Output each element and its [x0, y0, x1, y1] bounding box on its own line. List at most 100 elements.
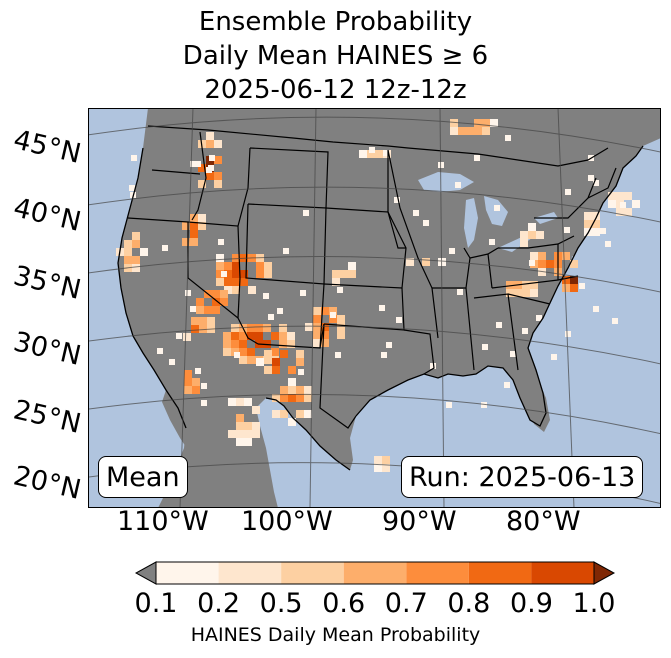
probability-cell	[279, 332, 287, 340]
probability-cell	[198, 222, 206, 230]
probability-cell	[298, 369, 304, 375]
probability-cell	[256, 358, 264, 366]
colorbar-bin	[156, 562, 219, 584]
probability-cell	[296, 386, 304, 394]
colorbar-bin	[281, 562, 344, 584]
probability-map	[88, 108, 661, 508]
probability-cell	[124, 248, 132, 256]
coastlines	[117, 145, 644, 471]
probability-cell	[321, 331, 329, 339]
probability-cell	[207, 317, 215, 325]
probability-cell	[450, 127, 458, 135]
probability-cell	[239, 340, 247, 348]
probability-cell	[608, 200, 616, 208]
probability-cell	[214, 172, 222, 180]
probability-cell	[288, 394, 296, 402]
probability-cell	[131, 155, 137, 161]
title-line-2: Daily Mean HAINES ≥ 6	[182, 41, 489, 71]
baja-peninsula	[162, 390, 210, 470]
probability-cell	[280, 410, 288, 418]
probability-cell	[195, 368, 201, 374]
probability-cell	[124, 240, 132, 248]
probability-cell	[321, 307, 329, 315]
probability-cell	[562, 276, 570, 284]
probability-cell	[199, 317, 207, 325]
probability-cell	[474, 155, 480, 161]
colorbar-tick-label: 0.2	[197, 588, 241, 619]
probability-cell	[335, 352, 341, 358]
probability-cell	[608, 192, 616, 200]
probability-cell	[348, 270, 356, 278]
probability-cell	[247, 324, 255, 332]
probability-cell	[394, 197, 400, 203]
probability-cell	[279, 340, 287, 348]
probability-cell	[283, 248, 289, 254]
probability-cell	[520, 231, 528, 239]
lat-label-25n: 25°N	[10, 394, 84, 440]
probability-cell	[374, 464, 382, 472]
probability-cell	[329, 307, 337, 315]
probability-cell	[313, 315, 321, 323]
colorbar-tick-label: 0.5	[259, 588, 303, 619]
probability-cell	[332, 278, 340, 286]
probability-cell	[570, 260, 578, 268]
probability-cell	[190, 230, 198, 238]
probability-cell	[263, 356, 271, 364]
probability-cell	[288, 366, 296, 374]
probability-cell	[332, 270, 340, 278]
colorbar-bin	[531, 562, 594, 584]
probability-cell	[223, 340, 231, 348]
probability-cell	[256, 262, 264, 270]
probability-cell	[375, 150, 383, 158]
probability-cell	[184, 378, 192, 386]
probability-cell	[212, 306, 220, 314]
probability-cell	[277, 308, 283, 314]
run-date-tag: Run: 2025-06-13	[401, 456, 644, 498]
probability-cell	[140, 248, 148, 256]
colorbar-bin	[218, 562, 282, 584]
colorbar-bin	[468, 562, 532, 584]
probability-cell	[369, 147, 375, 153]
probability-cell	[214, 180, 222, 188]
probability-cell	[490, 119, 498, 127]
probability-cell	[624, 192, 632, 200]
probability-cell	[620, 202, 626, 208]
probability-cell	[458, 127, 466, 135]
probability-cell	[231, 340, 239, 348]
probability-cell	[183, 333, 191, 341]
probability-cell	[466, 127, 474, 135]
lon-label-110w: 110°W	[117, 506, 209, 537]
probability-cell	[255, 332, 263, 340]
probability-cell	[271, 348, 279, 356]
colorbar-tick-label: 0.8	[447, 588, 491, 619]
probability-cell	[129, 185, 135, 191]
probability-cell	[184, 386, 192, 394]
probability-cell	[214, 140, 222, 148]
probability-cell	[252, 406, 260, 414]
probability-cell	[564, 227, 570, 233]
probability-cell	[522, 328, 528, 334]
probability-cell	[209, 155, 215, 161]
probability-cell	[244, 430, 252, 438]
probability-cell	[190, 214, 198, 222]
probability-cell	[206, 167, 212, 173]
probability-cell	[588, 175, 594, 181]
colorbar-label: HAINES Daily Mean Probability	[190, 624, 481, 646]
probability-cell	[223, 348, 231, 356]
probability-cell	[244, 438, 252, 446]
colorbar-tick-label: 0.6	[322, 588, 366, 619]
probability-cell	[280, 386, 288, 394]
probability-cell	[191, 325, 199, 333]
probability-cell	[220, 290, 228, 298]
probability-cell	[592, 212, 600, 220]
probability-cell	[337, 287, 343, 293]
probability-cell	[529, 260, 535, 266]
probability-cell	[530, 252, 538, 260]
probability-cell	[228, 430, 236, 438]
lat-label-45n: 45°N	[10, 124, 84, 170]
lat-label-40n: 40°N	[10, 192, 84, 238]
probability-cell	[303, 210, 309, 216]
florida	[518, 370, 550, 432]
probability-cell	[600, 228, 606, 234]
probability-cell	[337, 331, 345, 339]
